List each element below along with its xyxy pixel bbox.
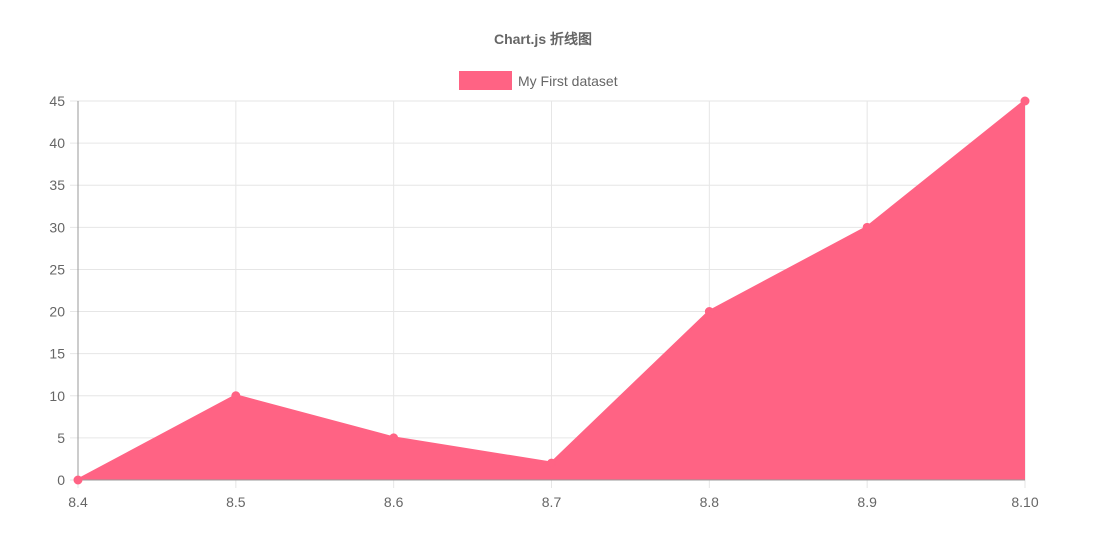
y-tick-label: 15 — [49, 346, 65, 362]
y-tick-label: 10 — [49, 388, 65, 404]
data-point[interactable] — [389, 433, 399, 443]
data-point[interactable] — [231, 391, 241, 401]
series-area — [78, 101, 1025, 480]
data-point[interactable] — [704, 307, 714, 317]
y-tick-label: 45 — [49, 93, 65, 109]
x-tick-label: 8.5 — [226, 494, 246, 510]
y-tick-label: 0 — [57, 472, 65, 488]
x-tick-label: 8.9 — [857, 494, 877, 510]
x-tick-label: 8.8 — [700, 494, 720, 510]
y-tick-label: 5 — [57, 430, 65, 446]
y-tick-label: 20 — [49, 304, 65, 320]
legend[interactable]: My First dataset — [459, 71, 618, 90]
data-points — [73, 96, 1030, 485]
x-tick-label: 8.4 — [68, 494, 88, 510]
x-axis-ticks: 8.4 8.5 8.6 8.7 8.8 8.9 8.10 — [68, 494, 1039, 510]
data-point[interactable] — [862, 222, 872, 232]
y-tick-label: 30 — [49, 219, 65, 235]
data-point[interactable] — [547, 458, 556, 468]
y-tick-label: 25 — [49, 261, 65, 277]
chart-title: Chart.js 折线图 — [494, 31, 592, 47]
axes — [77, 101, 1025, 481]
x-tick-label: 8.10 — [1011, 494, 1038, 510]
y-axis-ticks: 0 5 10 15 20 25 30 35 40 45 — [49, 93, 65, 488]
y-tick-label: 35 — [49, 177, 65, 193]
data-point[interactable] — [1020, 96, 1030, 106]
data-point[interactable] — [73, 475, 83, 485]
x-tick-label: 8.6 — [384, 494, 404, 510]
y-tick-label: 40 — [49, 135, 65, 151]
legend-swatch[interactable] — [459, 71, 512, 90]
legend-label[interactable]: My First dataset — [518, 73, 618, 89]
x-tick-label: 8.7 — [542, 494, 562, 510]
